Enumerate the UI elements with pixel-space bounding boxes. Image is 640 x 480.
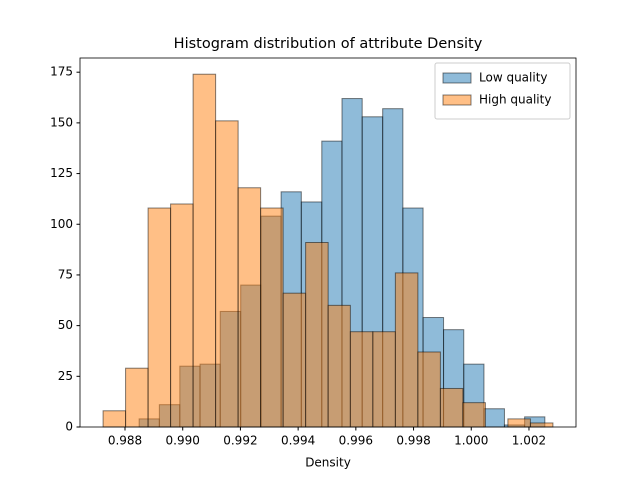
y-tick-label: 75 [58, 267, 73, 281]
bar [147, 207, 172, 428]
x-tick-label: 1.000 [454, 434, 488, 448]
bar [170, 203, 194, 428]
bar [237, 187, 262, 428]
bar [192, 73, 217, 428]
y-tick-label: 125 [50, 166, 73, 180]
x-tick-label: 0.994 [281, 434, 315, 448]
bar [125, 367, 149, 428]
bar [349, 331, 374, 428]
bar [483, 408, 505, 428]
legend-swatch [442, 94, 472, 106]
bar [507, 418, 531, 428]
x-tick-label: 1.002 [512, 434, 546, 448]
bar [327, 304, 351, 428]
legend-label: Low quality [479, 71, 548, 85]
bar [215, 120, 239, 428]
bar [305, 242, 329, 428]
x-axis-label: Density [305, 456, 351, 470]
bar [417, 351, 441, 428]
x-tick-label: 0.992 [223, 434, 257, 448]
bar [260, 207, 284, 428]
legend-swatch [442, 72, 472, 84]
y-tick-label: 100 [50, 217, 73, 231]
bar [394, 272, 419, 428]
axes-frame [79, 57, 577, 428]
x-tick-label: 0.988 [108, 434, 142, 448]
y-tick-label: 0 [65, 420, 73, 434]
y-tick-label: 25 [58, 369, 73, 383]
y-tick-label: 150 [50, 115, 73, 129]
bar [372, 331, 396, 428]
bar [102, 410, 127, 428]
chart-title: Histogram distribution of attribute Dens… [174, 36, 483, 52]
y-tick-label: 50 [58, 318, 73, 332]
y-tick-label: 175 [50, 65, 73, 79]
x-tick-label: 0.996 [339, 434, 373, 448]
x-tick-label: 0.990 [166, 434, 200, 448]
x-tick-label: 0.998 [396, 434, 430, 448]
bar [529, 422, 554, 428]
legend-label: High quality [479, 93, 551, 107]
bar [282, 292, 307, 428]
bar [439, 387, 464, 428]
bar [462, 402, 486, 428]
series [102, 73, 554, 428]
